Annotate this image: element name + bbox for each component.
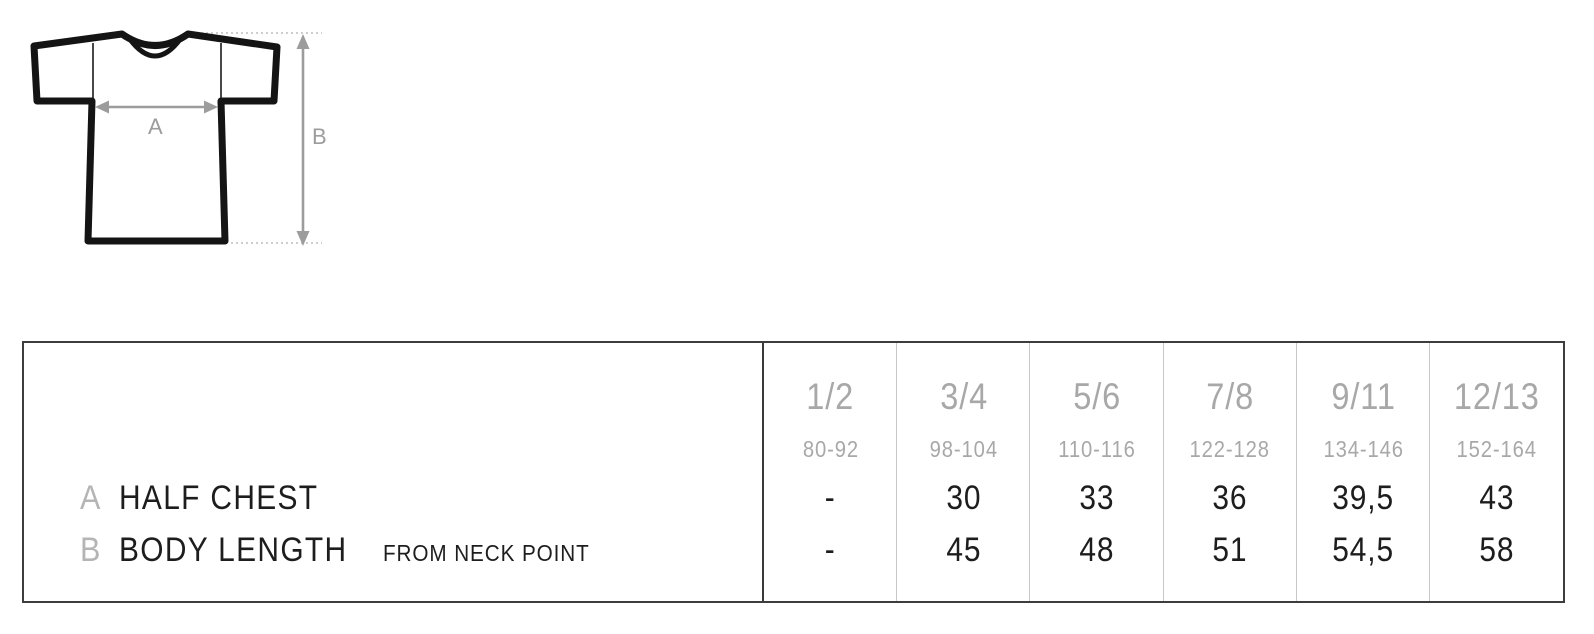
size-column-header: 9/11 bbox=[1330, 376, 1396, 417]
height-range: 134-146 bbox=[1323, 435, 1404, 462]
cell-value: 30 bbox=[946, 478, 982, 517]
height-range-row: 80-92 98-104 110-116 122-128 134-146 152… bbox=[24, 433, 1563, 465]
height-range: 122-128 bbox=[1189, 435, 1271, 462]
chest-arrow-label: A bbox=[148, 114, 163, 139]
chest-width-arrow bbox=[95, 100, 218, 114]
measurement-row-half-chest: A HALF CHEST - 30 33 36 39,5 43 bbox=[24, 475, 1563, 521]
size-column-header: 7/8 bbox=[1206, 376, 1255, 417]
column-divider bbox=[896, 343, 897, 601]
height-range: 152-164 bbox=[1456, 435, 1537, 462]
row-letter: B bbox=[80, 530, 101, 569]
cell-value: 45 bbox=[946, 530, 982, 569]
row-label-suffix: FROM NECK POINT bbox=[382, 539, 590, 566]
column-divider-main bbox=[762, 343, 764, 601]
row-letter: A bbox=[80, 478, 101, 517]
cell-value: 48 bbox=[1079, 530, 1115, 569]
cell-value: 54,5 bbox=[1332, 530, 1395, 569]
column-divider bbox=[1429, 343, 1430, 601]
tshirt-collar-line bbox=[126, 36, 184, 59]
cell-value: - bbox=[825, 478, 836, 517]
size-column-header: 5/6 bbox=[1072, 376, 1121, 417]
cell-value: 43 bbox=[1478, 478, 1514, 517]
length-arrow-label: B bbox=[312, 124, 327, 149]
cell-value: - bbox=[825, 530, 836, 569]
cell-value: 36 bbox=[1212, 478, 1248, 517]
column-divider bbox=[1163, 343, 1164, 601]
sleeve-seam-lines bbox=[92, 43, 222, 100]
size-table: 1/2 3/4 5/6 7/8 9/11 12/13 80-92 98-104 … bbox=[22, 341, 1565, 603]
tshirt-diagram: A B bbox=[30, 30, 327, 246]
height-range: 98-104 bbox=[929, 435, 998, 462]
size-column-header: 12/13 bbox=[1453, 376, 1540, 417]
column-divider bbox=[1296, 343, 1297, 601]
cell-value: 33 bbox=[1079, 478, 1115, 517]
body-length-arrow bbox=[296, 34, 310, 246]
cell-value: 58 bbox=[1478, 530, 1514, 569]
row-label: BODY LENGTH bbox=[119, 530, 348, 569]
tshirt-outline bbox=[30, 30, 281, 245]
height-range: 110-116 bbox=[1058, 435, 1136, 462]
column-divider bbox=[1029, 343, 1030, 601]
size-column-header: 1/2 bbox=[806, 376, 855, 417]
row-header: A HALF CHEST bbox=[24, 479, 764, 518]
size-column-header: 3/4 bbox=[939, 376, 988, 417]
cell-value: 39,5 bbox=[1332, 478, 1395, 517]
measurement-row-body-length: B BODY LENGTH FROM NECK POINT - 45 48 51… bbox=[24, 527, 1563, 573]
row-header: B BODY LENGTH FROM NECK POINT bbox=[24, 531, 764, 570]
row-label: HALF CHEST bbox=[119, 478, 319, 517]
height-range: 80-92 bbox=[802, 435, 859, 462]
cell-value: 51 bbox=[1212, 530, 1248, 569]
size-header-row: 1/2 3/4 5/6 7/8 9/11 12/13 bbox=[24, 361, 1563, 433]
